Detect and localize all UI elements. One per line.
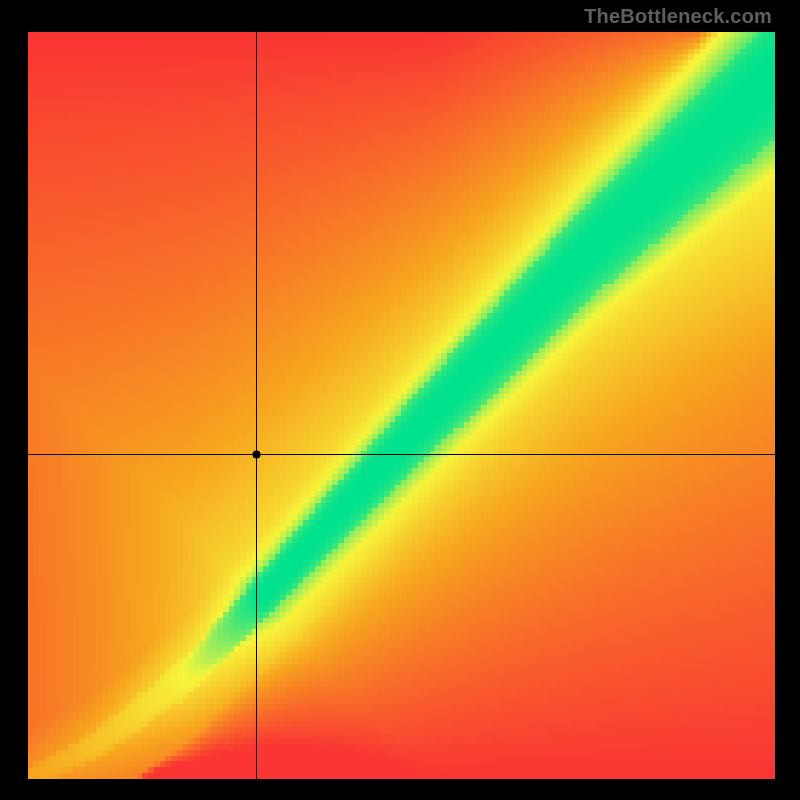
- heatmap-plot: [28, 32, 775, 779]
- figure-root: TheBottleneck.com: [0, 0, 800, 800]
- watermark-text: TheBottleneck.com: [584, 6, 772, 29]
- heatmap-canvas: [28, 32, 775, 779]
